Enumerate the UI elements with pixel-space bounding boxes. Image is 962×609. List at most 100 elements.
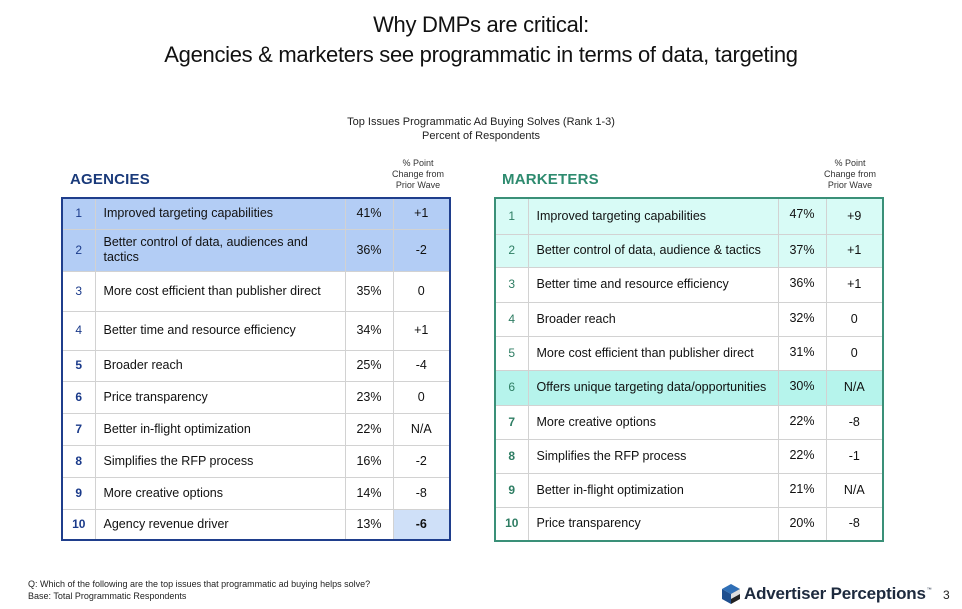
rank-cell: 2 — [61, 228, 96, 272]
percent-cell: 21% — [777, 472, 827, 508]
slide-title: Why DMPs are critical: Agencies & market… — [0, 10, 962, 70]
table-row: 3 Better time and resource efficiency 36% +… — [494, 266, 884, 303]
change-cell: -1 — [825, 438, 884, 474]
table-row: 9 Better in-flight optimization 21% N/A — [494, 472, 884, 508]
rank-cell: 3 — [61, 270, 96, 312]
logo-text: Advertiser Perceptions — [744, 584, 926, 603]
table-row: 6 Offers unique targeting data/opportunit… — [494, 369, 884, 406]
table-row: 7 More creative options 22% -8 — [494, 404, 884, 440]
change-cell: -8 — [825, 404, 884, 440]
rank-cell: 9 — [494, 472, 529, 508]
change-cell: N/A — [825, 472, 884, 508]
page-number: 3 — [943, 588, 950, 602]
issue-label-cell: Better time and resource efficiency — [94, 310, 346, 351]
issue-label-cell: Price transparency — [94, 380, 346, 414]
issue-label-cell: Simplifies the RFP process — [94, 444, 346, 478]
rank-cell: 10 — [494, 506, 529, 542]
change-header-line1: % Point — [402, 158, 434, 168]
percent-cell: 32% — [777, 301, 827, 337]
percent-cell: 36% — [344, 228, 394, 272]
table-row: 3 More cost efficient than publisher dire… — [61, 270, 451, 312]
footnote-base: Base: Total Programmatic Respondents — [28, 591, 187, 601]
issue-label-cell: Better in-flight optimization — [527, 472, 779, 508]
change-cell: N/A — [392, 412, 451, 446]
issue-label-cell: Broader reach — [527, 301, 779, 337]
marketers-heading: MARKETERS — [502, 171, 599, 188]
issue-label-cell: More creative options — [527, 404, 779, 440]
percent-cell: 13% — [344, 508, 394, 541]
percent-cell: 35% — [344, 270, 394, 312]
rank-cell: 5 — [494, 335, 529, 371]
change-cell: +1 — [825, 233, 884, 268]
agencies-heading: AGENCIES — [70, 171, 150, 188]
rank-cell: 6 — [494, 369, 529, 406]
subtitle-line2: Percent of Respondents — [421, 130, 541, 142]
percent-cell: 30% — [777, 369, 827, 406]
change-cell: -2 — [392, 228, 451, 272]
rank-cell: 6 — [61, 380, 96, 414]
slide-title-line2: Agencies & marketers see programmatic in… — [164, 42, 798, 67]
change-cell: +1 — [392, 197, 451, 230]
percent-cell: 47% — [777, 197, 827, 235]
footnote-question: Q: Which of the following are the top is… — [28, 579, 371, 589]
table-row: 7 Better in-flight optimization 22% N/A — [61, 412, 451, 446]
table-row: 5 More cost efficient than publisher dire… — [494, 335, 884, 371]
table-row: 1 Improved targeting capabilities 41% +1 — [61, 197, 451, 230]
percent-cell: 14% — [344, 476, 394, 510]
issue-label-cell: Improved targeting capabilities — [527, 197, 779, 235]
percent-cell: 25% — [344, 349, 394, 382]
table-row: 2 Better control of data, audiences and t… — [61, 228, 451, 272]
marketers-change-header: % Point Change from Prior Wave — [815, 158, 885, 191]
percent-cell: 22% — [777, 438, 827, 474]
change-cell: -8 — [825, 506, 884, 542]
rank-cell: 7 — [61, 412, 96, 446]
rank-cell: 2 — [494, 233, 529, 268]
change-cell: +9 — [825, 197, 884, 235]
subtitle-line1: Top Issues Programmatic Ad Buying Solves… — [347, 116, 615, 128]
table-row: 4 Broader reach 32% 0 — [494, 301, 884, 337]
change-cell: 0 — [392, 380, 451, 414]
percent-cell: 20% — [777, 506, 827, 542]
issue-label-cell: More creative options — [94, 476, 346, 510]
issue-label-cell: Agency revenue driver — [94, 508, 346, 541]
issue-label-cell: Better in-flight optimization — [94, 412, 346, 446]
percent-cell: 16% — [344, 444, 394, 478]
percent-cell: 36% — [777, 266, 827, 303]
rank-cell: 7 — [494, 404, 529, 440]
percent-cell: 34% — [344, 310, 394, 351]
issue-label-cell: Broader reach — [94, 349, 346, 382]
rank-cell: 8 — [61, 444, 96, 478]
table-row: 9 More creative options 14% -8 — [61, 476, 451, 510]
change-cell: 0 — [392, 270, 451, 312]
issue-label-cell: Price transparency — [527, 506, 779, 542]
issue-label-cell: Improved targeting capabilities — [94, 197, 346, 230]
change-cell: -6 — [392, 508, 451, 541]
rank-cell: 9 — [61, 476, 96, 510]
issue-label-cell: Offers unique targeting data/opportuniti… — [527, 369, 779, 406]
percent-cell: 31% — [777, 335, 827, 371]
change-cell: +1 — [392, 310, 451, 351]
change-header-line2: Change from — [391, 169, 445, 179]
issue-label-cell: More cost efficient than publisher direc… — [94, 270, 346, 312]
change-cell: -8 — [392, 476, 451, 510]
table-row: 4 Better time and resource efficiency 34% +… — [61, 310, 451, 351]
table-row: 8 Simplifies the RFP process 22% -1 — [494, 438, 884, 474]
agencies-change-header: % Point Change from Prior Wave — [383, 158, 453, 191]
change-header-line1: % Point — [834, 158, 866, 168]
rank-cell: 4 — [61, 310, 96, 351]
table-subtitle: Top Issues Programmatic Ad Buying Solves… — [0, 115, 962, 143]
change-header-line2: Change from — [823, 169, 877, 179]
rank-cell: 10 — [61, 508, 96, 541]
footnote: Q: Which of the following are the top is… — [28, 578, 370, 602]
cube-logo-icon — [722, 584, 740, 604]
rank-cell: 8 — [494, 438, 529, 474]
percent-cell: 22% — [344, 412, 394, 446]
change-header-line3: Prior Wave — [827, 180, 873, 190]
percent-cell: 22% — [777, 404, 827, 440]
change-cell: 0 — [825, 301, 884, 337]
rank-cell: 1 — [61, 197, 96, 230]
table-row: 5 Broader reach 25% -4 — [61, 349, 451, 382]
change-cell: N/A — [825, 369, 884, 406]
change-cell: 0 — [825, 335, 884, 371]
table-row: 8 Simplifies the RFP process 16% -2 — [61, 444, 451, 478]
